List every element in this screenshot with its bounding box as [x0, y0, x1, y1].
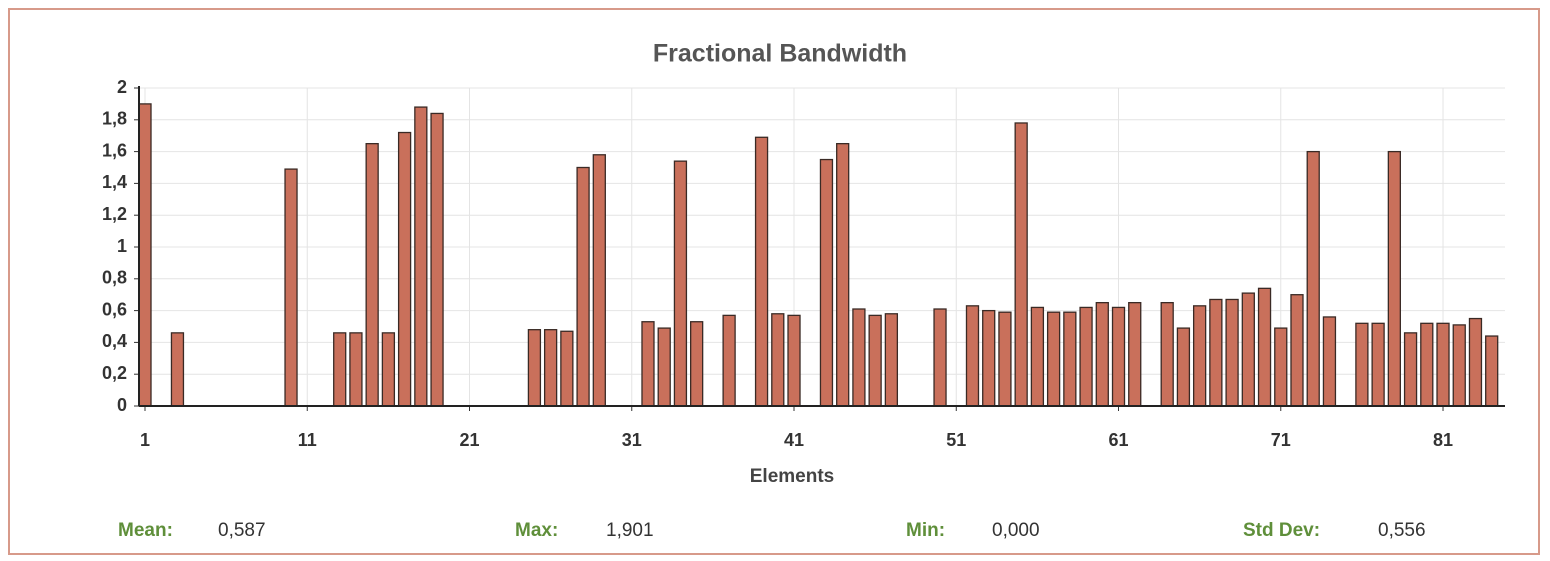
bar [1176, 327, 1191, 407]
bar [138, 103, 152, 407]
stat-value: 0,000 [992, 520, 1040, 541]
stat-value: 1,901 [606, 520, 654, 541]
bar [787, 314, 801, 407]
bar [1160, 301, 1174, 407]
bar [1046, 311, 1061, 407]
bar [1355, 322, 1369, 407]
stat-value: 0,587 [218, 520, 266, 541]
x-tick-label: 41 [784, 430, 804, 450]
bar [722, 314, 736, 407]
bar [673, 160, 688, 407]
bar [754, 136, 769, 407]
bar [852, 308, 866, 407]
y-tick-label: 0,2 [102, 363, 127, 383]
bar [560, 330, 574, 407]
y-tick-label: 0,4 [102, 331, 127, 351]
y-tick-label: 0,6 [102, 299, 127, 319]
y-tick-label: 1,8 [102, 109, 127, 129]
bar [1030, 306, 1045, 407]
bar [1095, 301, 1109, 407]
bar [333, 332, 347, 407]
bar [884, 313, 899, 407]
chart-title: Fractional Bandwidth [653, 40, 907, 68]
frame [8, 8, 1540, 555]
bar [543, 329, 558, 407]
bar [1322, 316, 1337, 407]
bar [868, 314, 882, 407]
y-tick-label: 1,6 [102, 140, 127, 160]
stat-label: Mean: [118, 520, 173, 541]
bar [1063, 311, 1077, 407]
bar [397, 131, 412, 407]
bar [1452, 324, 1466, 407]
bar [1111, 306, 1126, 407]
bar [1079, 306, 1093, 407]
bar [641, 321, 655, 407]
bar [1468, 317, 1483, 407]
x-tick-label: 71 [1271, 430, 1291, 450]
bar [933, 308, 947, 407]
bar [657, 327, 671, 407]
stat-value: 0,556 [1378, 520, 1426, 541]
bar [1014, 122, 1028, 407]
bar [1225, 298, 1239, 407]
stat-label: Min: [906, 520, 945, 541]
x-tick-label: 11 [298, 430, 317, 450]
y-tick-label: 1 [117, 236, 127, 256]
bar [1209, 298, 1223, 407]
x-tick-label: 31 [622, 430, 642, 450]
y-tick-label: 0,8 [102, 268, 127, 288]
bar [690, 321, 704, 407]
x-tick-label: 81 [1433, 430, 1453, 450]
bar [1485, 335, 1499, 407]
bar [982, 309, 996, 407]
stat-label: Max: [515, 520, 558, 541]
bar [1306, 150, 1320, 407]
bar [836, 142, 850, 407]
bar [965, 305, 980, 407]
bar [1387, 150, 1401, 407]
bar [284, 168, 298, 407]
bar [1436, 322, 1450, 407]
bar [592, 154, 606, 407]
y-tick-label: 1,2 [102, 204, 127, 224]
y-tick-label: 2 [117, 77, 127, 97]
stat-label: Std Dev: [1243, 520, 1320, 541]
bar [1257, 287, 1272, 407]
bar [576, 166, 590, 407]
bar [819, 158, 834, 407]
bar [430, 112, 444, 407]
bar [414, 106, 428, 407]
bar [1128, 301, 1142, 407]
bar [1274, 327, 1288, 407]
x-tick-label: 21 [459, 430, 479, 450]
bar [998, 311, 1012, 407]
x-axis-label: Elements [750, 466, 834, 487]
bar [1192, 305, 1207, 407]
x-tick-label: 51 [946, 430, 966, 450]
bar [365, 142, 379, 407]
bar [1290, 294, 1304, 407]
bar [1403, 332, 1418, 407]
y-tick-label: 1,4 [102, 172, 127, 192]
bar [1420, 322, 1434, 407]
bar [1371, 322, 1385, 407]
bar [771, 313, 785, 407]
y-tick-label: 0 [117, 395, 127, 415]
bar [349, 332, 363, 407]
bar [1241, 292, 1255, 407]
bar [527, 329, 542, 407]
x-tick-label: 61 [1109, 430, 1129, 450]
x-tick-label: 1 [140, 430, 150, 450]
bar [170, 332, 185, 407]
bar [381, 332, 396, 407]
